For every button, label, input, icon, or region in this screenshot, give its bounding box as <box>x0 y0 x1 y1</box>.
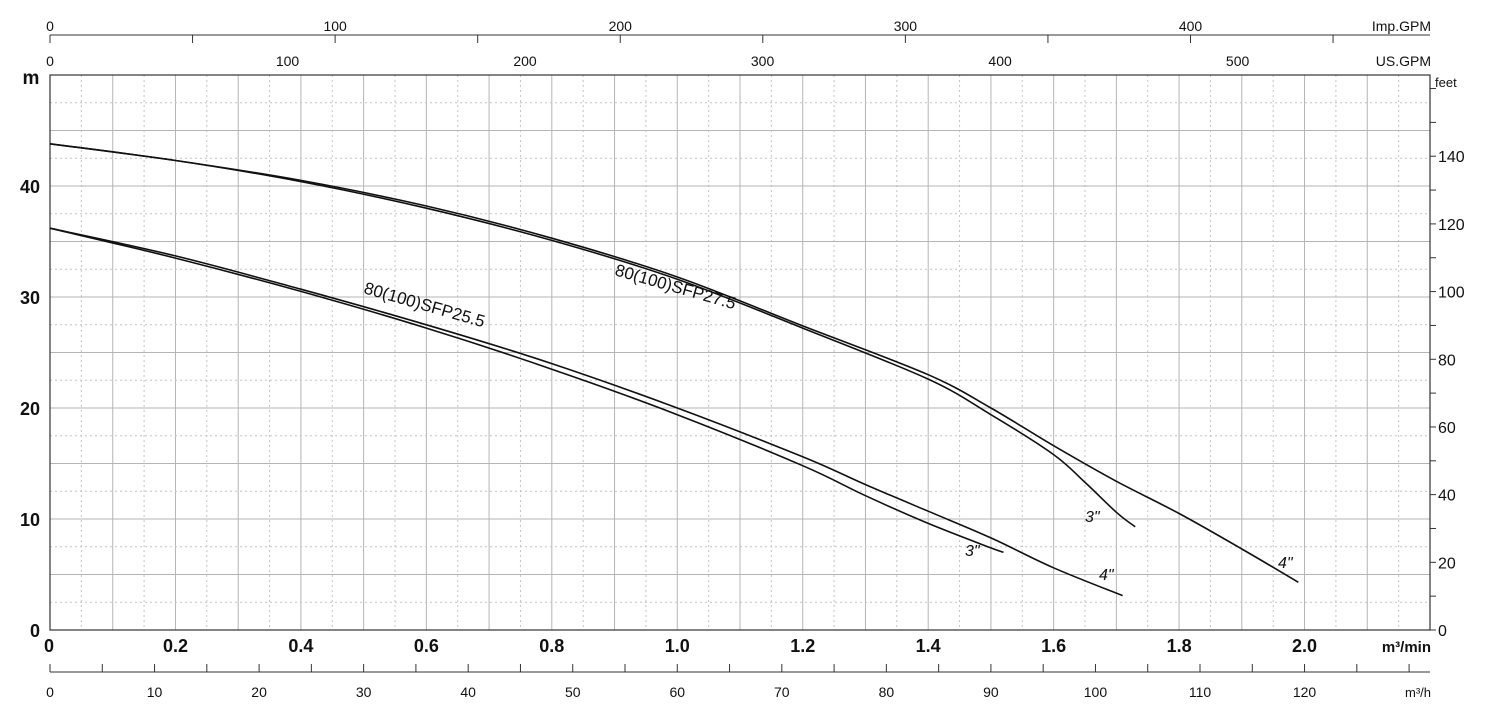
feet-tick-label: 0 <box>1438 623 1447 640</box>
flow-min-tick-label: 1.2 <box>790 636 815 656</box>
imp-gpm-tick-label: 400 <box>1179 18 1203 34</box>
label-sfp25-5: 80(100)SFP25.5 <box>362 279 487 332</box>
curves <box>49 143 1299 597</box>
label-sfp25-5-3in: 3" <box>965 543 981 560</box>
us-gpm-tick-label: 500 <box>1226 53 1250 69</box>
flow-hour-tick-label: 60 <box>669 684 685 700</box>
curve-labels: 80(100)SFP27.5 80(100)SFP25.5 3" 4" 3" 4" <box>362 261 1294 584</box>
feet-tick-label: 20 <box>1438 555 1456 572</box>
flow-min-tick-label: 2.0 <box>1292 636 1317 656</box>
flow-hour-tick-label: 120 <box>1293 684 1317 700</box>
feet-axis-label: feet <box>1435 75 1457 90</box>
label-sfp25-5-4in: 4" <box>1099 567 1115 584</box>
curve-sfp27-5-3in <box>49 143 1136 528</box>
flow-min-tick-label: 1.6 <box>1041 636 1066 656</box>
left-tick-label: 0 <box>30 621 40 641</box>
label-sfp27-5: 80(100)SFP27.5 <box>613 261 738 314</box>
flow-min-tick-label: 0.6 <box>414 636 439 656</box>
flow-min-tick-label: 1.0 <box>665 636 690 656</box>
feet-tick-label: 100 <box>1438 285 1465 302</box>
curve-sfp25-5-4in <box>49 227 1123 597</box>
flow-hour-tick-label: 100 <box>1084 684 1108 700</box>
grid <box>49 75 1431 630</box>
flow-hour-tick-label: 30 <box>356 684 372 700</box>
flow-min-tick-label: 0.4 <box>288 636 313 656</box>
us-gpm-tick-label: 0 <box>46 53 54 69</box>
flow-min-tick-label: 0.8 <box>539 636 564 656</box>
flow-min-tick-label: 1.4 <box>916 636 941 656</box>
flow-hour-tick-label: 40 <box>460 684 476 700</box>
left-tick-label: 40 <box>20 177 40 197</box>
flow-hour-tick-label: 110 <box>1189 684 1212 700</box>
flow-min-tick-label: 1.8 <box>1167 636 1192 656</box>
feet-tick-label: 80 <box>1438 352 1456 369</box>
left-tick-label: 10 <box>20 510 40 530</box>
label-sfp27-5-3in: 3" <box>1085 509 1101 526</box>
feet-tick-label: 40 <box>1438 488 1456 505</box>
imp-gpm-tick-label: 300 <box>894 18 918 34</box>
flow-hour-tick-label: 20 <box>251 684 267 700</box>
flow-min-tick-label: 0.2 <box>163 636 188 656</box>
imp-gpm-axis-label: Imp.GPM <box>1372 18 1431 34</box>
us-gpm-tick-label: 200 <box>513 53 537 69</box>
feet-tick-label: 120 <box>1438 217 1465 234</box>
imp-gpm-tick-label: 0 <box>46 18 54 34</box>
left-axis-label: m <box>23 68 40 89</box>
feet-tick-label: 60 <box>1438 420 1456 437</box>
label-sfp27-5-4in: 4" <box>1278 555 1294 572</box>
curve-sfp27-5-4in <box>49 143 1299 583</box>
flow-hour-tick-label: 10 <box>147 684 163 700</box>
us-gpm-tick-label: 100 <box>276 53 300 69</box>
flow-hour-tick-label: 0 <box>46 684 54 700</box>
us-gpm-tick-label: 400 <box>988 53 1012 69</box>
flow-hour-tick-label: 70 <box>774 684 790 700</box>
left-tick-label: 30 <box>20 288 40 308</box>
left-tick-label: 20 <box>20 399 40 419</box>
curve-sfp25-5-3in <box>49 227 1004 554</box>
flow-hour-tick-label: 50 <box>565 684 581 700</box>
feet-tick-label: 140 <box>1438 149 1465 166</box>
us-gpm-axis-label: US.GPM <box>1376 53 1431 69</box>
imp-gpm-tick-label: 100 <box>323 18 347 34</box>
us-gpm-tick-label: 300 <box>751 53 775 69</box>
flow-hour-tick-label: 90 <box>983 684 999 700</box>
imp-gpm-tick-label: 200 <box>609 18 633 34</box>
flow-hour-tick-label: 80 <box>879 684 895 700</box>
flow-hour-axis-label: m³/h <box>1405 685 1431 700</box>
flow-min-axis-label: m³/min <box>1382 639 1431 656</box>
flow-min-tick-label: 0 <box>44 636 54 656</box>
